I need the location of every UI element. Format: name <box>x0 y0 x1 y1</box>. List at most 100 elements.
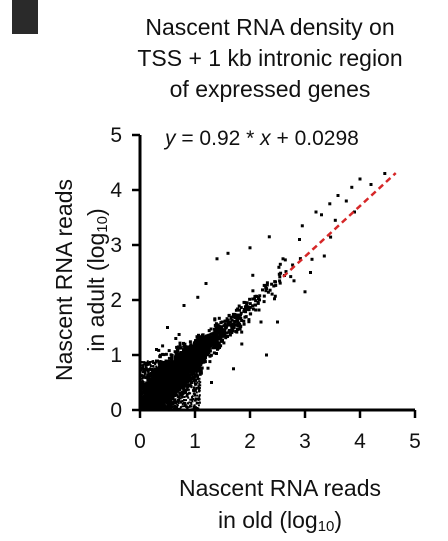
data-point <box>182 362 186 366</box>
data-point <box>181 353 185 357</box>
data-point <box>152 403 155 405</box>
data-point <box>155 348 158 351</box>
data-point <box>180 385 184 389</box>
data-point <box>310 257 314 261</box>
data-point <box>197 404 200 407</box>
data-point <box>182 344 186 348</box>
data-point <box>146 390 149 393</box>
data-point <box>195 391 198 394</box>
data-point <box>166 380 169 383</box>
data-point <box>142 381 145 383</box>
data-point <box>161 406 164 409</box>
data-point <box>198 343 202 347</box>
data-point <box>215 338 219 342</box>
data-point <box>195 397 198 400</box>
data-point <box>196 394 199 397</box>
data-point <box>178 354 182 358</box>
data-point <box>243 315 247 319</box>
data-point <box>149 380 153 384</box>
data-point <box>245 301 249 305</box>
data-point <box>176 407 179 410</box>
data-point <box>155 374 158 377</box>
data-point <box>165 364 168 368</box>
data-point <box>164 406 167 409</box>
data-point <box>204 355 207 359</box>
data-point <box>196 397 199 400</box>
data-point <box>153 391 155 393</box>
data-point <box>182 356 186 360</box>
data-point <box>336 194 340 197</box>
data-point <box>195 402 198 405</box>
data-point <box>181 364 184 367</box>
data-point <box>141 379 144 382</box>
data-point <box>155 389 158 392</box>
data-point <box>159 376 162 379</box>
data-point <box>211 346 215 350</box>
data-point <box>254 294 258 298</box>
data-point <box>230 326 234 330</box>
data-point <box>168 360 170 363</box>
data-point <box>191 361 194 364</box>
data-point <box>197 385 200 388</box>
data-point <box>148 386 151 389</box>
data-point <box>198 380 201 383</box>
data-point <box>161 363 163 366</box>
data-point <box>201 360 205 363</box>
data-point <box>289 275 293 279</box>
data-point <box>277 265 281 269</box>
data-point <box>193 382 196 384</box>
data-point <box>160 405 163 408</box>
data-point <box>192 378 195 381</box>
data-point <box>145 364 148 367</box>
data-point <box>209 327 213 331</box>
data-point <box>165 389 168 392</box>
data-point <box>273 297 276 301</box>
chart-title: Nascent RNA density on TSS + 1 kb intron… <box>95 12 445 105</box>
data-point <box>178 388 181 391</box>
data-point <box>166 401 169 404</box>
x-axis-label-line-1: Nascent RNA reads <box>179 475 381 501</box>
data-point <box>320 213 323 217</box>
data-point <box>187 392 190 395</box>
data-point <box>191 357 194 361</box>
data-point <box>206 353 210 357</box>
data-point <box>152 360 155 362</box>
data-point <box>173 401 177 405</box>
chart-title-line-2: TSS + 1 kb intronic region <box>137 45 403 71</box>
x-axis-label-suffix: ) <box>334 507 343 533</box>
data-point <box>190 367 192 370</box>
data-point <box>221 328 225 332</box>
data-point <box>175 402 178 404</box>
data-point <box>227 329 231 332</box>
data-point <box>180 360 183 363</box>
data-point <box>228 333 232 337</box>
data-point <box>183 342 187 346</box>
data-point <box>157 362 160 365</box>
data-point <box>215 257 219 261</box>
data-point <box>170 389 173 392</box>
data-point <box>232 326 236 330</box>
data-point <box>197 367 201 371</box>
data-point <box>173 384 176 387</box>
data-point <box>203 337 207 341</box>
data-point <box>174 372 178 376</box>
data-point <box>153 394 156 397</box>
data-point <box>143 367 146 370</box>
x-tick-label: 2 <box>244 430 256 453</box>
data-point <box>149 400 152 403</box>
data-point <box>165 393 168 396</box>
data-point <box>261 288 264 292</box>
x-tick-label: 3 <box>299 430 311 453</box>
data-point <box>191 375 194 378</box>
data-point <box>242 322 246 326</box>
data-point <box>151 396 154 399</box>
data-point <box>150 375 153 378</box>
data-point <box>143 402 145 405</box>
data-point <box>214 352 218 355</box>
data-point <box>247 318 251 322</box>
data-point <box>149 389 151 391</box>
data-point <box>164 370 167 373</box>
data-point <box>160 381 163 384</box>
data-point <box>216 347 219 351</box>
data-point <box>153 392 156 395</box>
